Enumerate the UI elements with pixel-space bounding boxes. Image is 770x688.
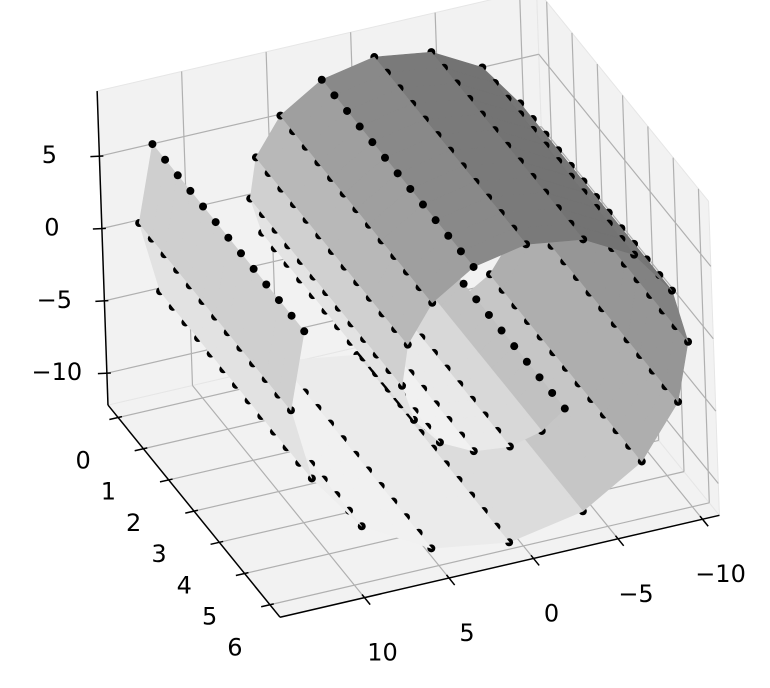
tick-mark: [92, 227, 106, 230]
y-tick-label: 3: [151, 540, 166, 568]
x-tick-label: −10: [695, 560, 746, 588]
tick-mark: [159, 478, 173, 483]
data-point: [287, 311, 296, 320]
data-point: [274, 296, 283, 305]
tick-mark: [530, 554, 540, 566]
data-point: [431, 216, 440, 225]
y-tick-label: 4: [177, 571, 192, 599]
grid-line: [269, 502, 710, 606]
data-point: [300, 327, 309, 336]
z-axis-line: [96, 91, 109, 406]
data-point: [211, 218, 220, 227]
surface-face: [419, 250, 474, 304]
z-tick-label: −5: [37, 286, 72, 314]
tick-mark: [261, 603, 274, 608]
y-tick-label: 1: [101, 478, 116, 506]
x-tick-label: 10: [367, 639, 398, 667]
data-point: [497, 326, 506, 335]
data-point: [224, 233, 233, 242]
tick-mark: [235, 571, 249, 577]
y-tick-label: 0: [75, 447, 90, 475]
surface-scene: [135, 48, 693, 553]
data-point: [444, 231, 453, 240]
data-point: [459, 279, 468, 288]
grid-line: [697, 188, 710, 503]
z-tick-label: 0: [44, 214, 59, 242]
tick-mark: [97, 372, 111, 375]
tick-mark: [185, 509, 199, 514]
z-tick-label: 5: [42, 141, 57, 169]
x-axis-line: [279, 514, 720, 618]
data-point: [199, 202, 208, 211]
data-point: [173, 171, 182, 180]
data-point: [535, 373, 544, 382]
data-point: [484, 310, 493, 319]
data-point: [343, 106, 352, 115]
grid-line: [538, 53, 712, 267]
tick-mark: [95, 299, 109, 303]
data-point: [317, 75, 326, 84]
data-point: [381, 153, 390, 162]
y-tick-label: 2: [126, 509, 141, 537]
data-point: [548, 388, 557, 397]
data-point: [249, 264, 258, 273]
data-point: [186, 186, 195, 195]
data-point: [510, 342, 519, 351]
data-point: [148, 140, 157, 149]
tick-mark: [699, 515, 709, 527]
data-point: [393, 169, 402, 178]
tick-mark: [109, 415, 123, 421]
data-point: [469, 262, 478, 271]
data-point: [236, 249, 245, 258]
data-point: [472, 295, 481, 304]
data-point: [560, 404, 569, 413]
y-tick-label: 5: [202, 603, 217, 631]
x-tick-label: 5: [459, 619, 474, 647]
tick-mark: [90, 155, 104, 158]
data-point: [418, 200, 427, 209]
tick-mark: [361, 594, 371, 606]
data-point: [330, 91, 339, 100]
tick-mark: [210, 540, 224, 546]
tick-mark: [614, 535, 625, 547]
data-point: [456, 247, 465, 256]
x-tick-label: −5: [618, 580, 653, 608]
tick-mark: [445, 574, 456, 586]
data-point: [161, 155, 170, 164]
data-point: [406, 184, 415, 193]
x-tick-label: 0: [544, 599, 559, 627]
y-tick-label: 6: [227, 634, 242, 662]
surface-face: [277, 315, 305, 411]
data-point: [368, 138, 377, 147]
y-axis-line: [107, 404, 281, 618]
data-point: [522, 357, 531, 366]
data-point: [262, 280, 271, 289]
tick-mark: [134, 447, 148, 452]
z-tick-label: −10: [32, 358, 83, 386]
data-point: [355, 122, 364, 131]
